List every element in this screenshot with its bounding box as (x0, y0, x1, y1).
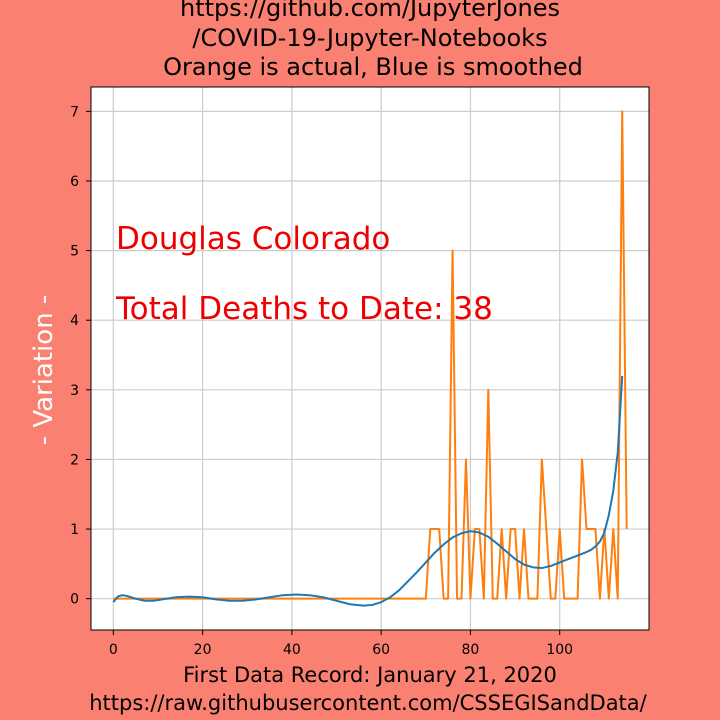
x-tick-label: 60 (372, 642, 390, 658)
y-tick-label: 1 (70, 522, 79, 538)
chart-title-line-3: Orange is actual, Blue is smoothed (163, 53, 583, 81)
y-tick-label: 7 (70, 104, 79, 120)
smoothed-series-line (112, 375, 624, 607)
x-tick-label: 20 (194, 642, 212, 658)
chart-title-line-2: /COVID-19-Jupyter-Notebooks (192, 24, 547, 52)
plot-area (91, 87, 649, 630)
actual-series-line (113, 110, 628, 600)
y-axis-label: - Variation - (29, 295, 59, 446)
y-tick-label: 0 (70, 592, 79, 608)
y-tick-label: 6 (70, 174, 79, 190)
tick-layer: 0 20 40 60 80 100 0 1 2 3 4 5 6 7 (70, 104, 573, 658)
y-tick-label: 4 (70, 313, 79, 329)
y-tick-label: 2 (70, 452, 79, 468)
x-tick-label: 100 (546, 642, 573, 658)
chart-title-line-1: https://github.com/JupyterJones (180, 0, 560, 22)
annotation-total-deaths: Total Deaths to Date: 38 (115, 291, 493, 327)
y-tick-label: 5 (70, 244, 79, 260)
x-tick-label: 80 (462, 642, 480, 658)
annotation-county: Douglas Colorado (116, 221, 390, 257)
grid (91, 87, 649, 630)
plot-frame (90, 86, 650, 631)
series-layer (112, 110, 628, 607)
x-tick-label: 40 (283, 642, 301, 658)
x-tick-label: 0 (109, 642, 118, 658)
x-axis-label-line-2: https://raw.githubusercontent.com/CSSEGI… (89, 691, 647, 715)
x-axis-label-line-1: First Data Record: January 21, 2020 (183, 663, 557, 687)
y-tick-label: 3 (70, 383, 79, 399)
